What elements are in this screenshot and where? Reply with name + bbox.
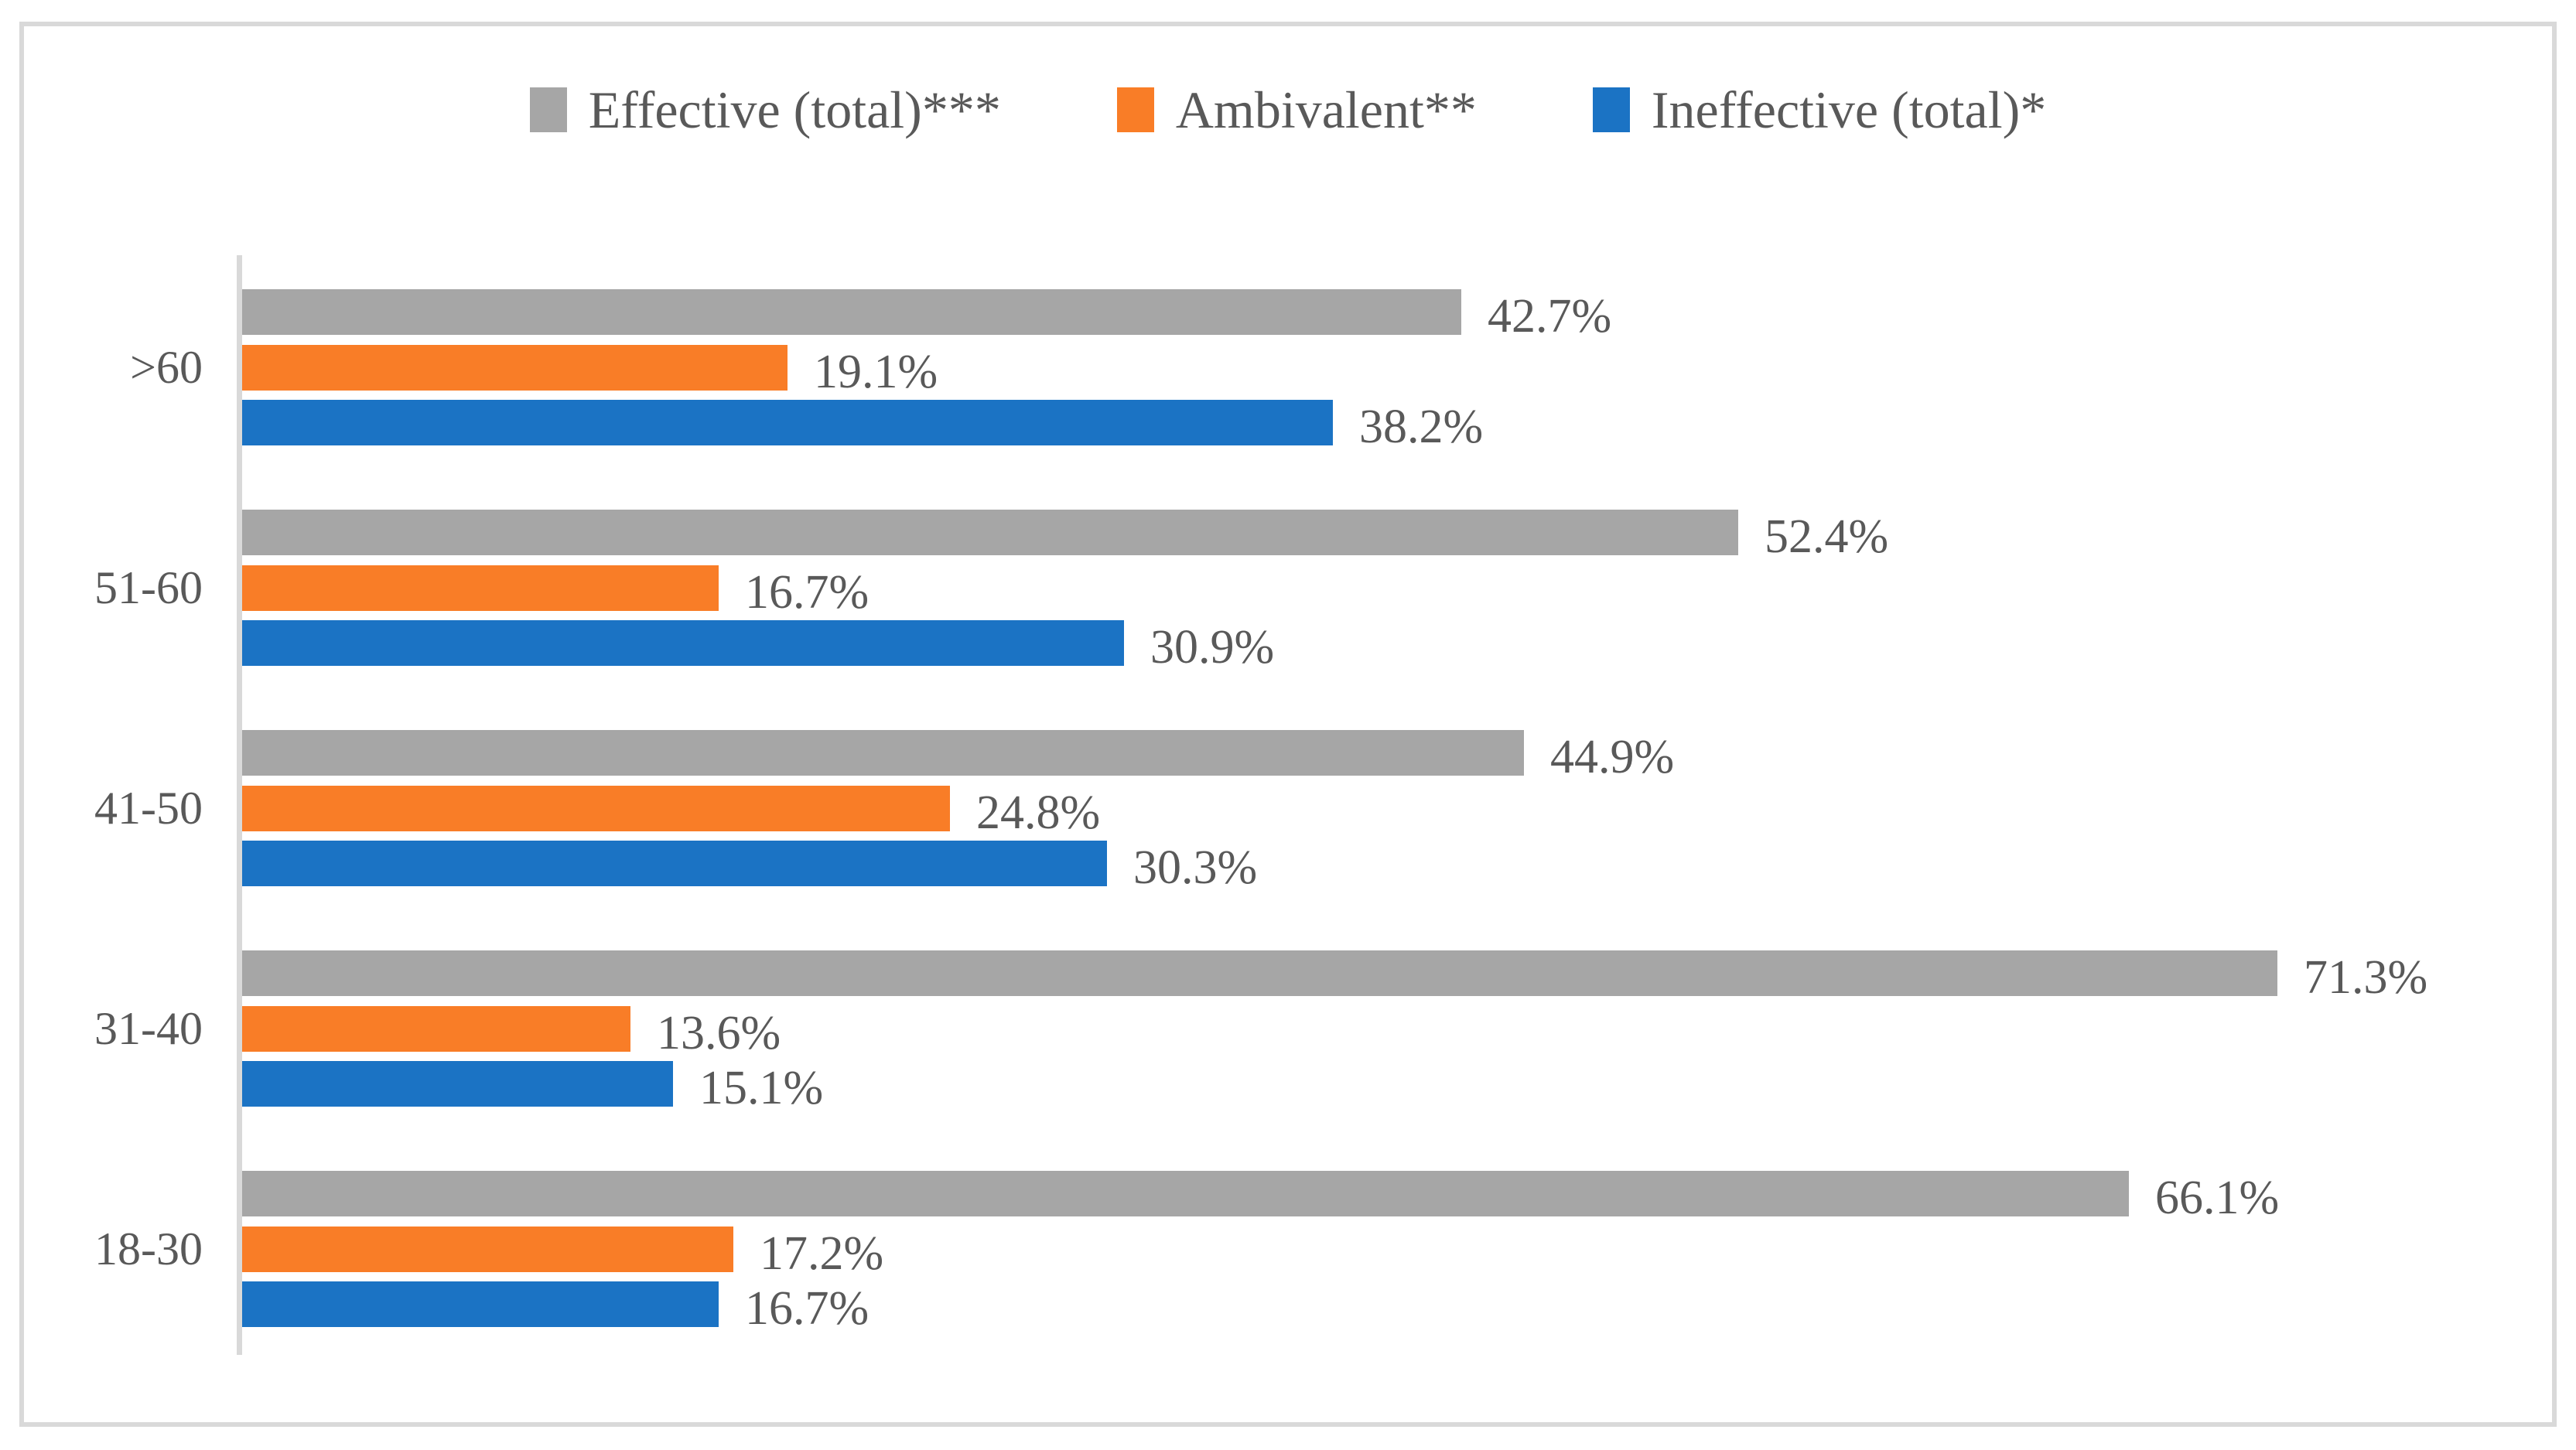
data-label-ambivalent-51-60: 16.7% <box>745 565 869 619</box>
bar-ambivalent-18-30 <box>242 1227 733 1272</box>
category-label-51-60: 51-60 <box>94 562 203 613</box>
data-label-ineffective-total-51-60: 30.9% <box>1150 620 1275 674</box>
bar-effective-total-18-30 <box>242 1171 2129 1216</box>
bar-ineffective-total-51-60 <box>242 620 1124 666</box>
data-label-effective-total-18-30: 66.1% <box>2155 1171 2280 1224</box>
chart-legend: Effective (total)*** Ambivalent** Ineffect… <box>0 84 2576 136</box>
bar-ineffective-total-18-30 <box>242 1281 719 1327</box>
y-axis-line <box>237 255 242 1355</box>
legend-label: Ambivalent** <box>1175 80 1477 139</box>
data-label-effective-total-51-60: 52.4% <box>1765 510 1889 563</box>
bar-ambivalent-60 <box>242 345 787 391</box>
legend-label: Effective (total)*** <box>588 80 1001 139</box>
category-label-60: >60 <box>130 342 203 393</box>
bar-ambivalent-51-60 <box>242 565 719 611</box>
category-label-18-30: 18-30 <box>94 1223 203 1274</box>
bar-ambivalent-41-50 <box>242 786 950 831</box>
data-label-effective-total-41-50: 44.9% <box>1550 730 1675 783</box>
bar-effective-total-60 <box>242 289 1461 335</box>
bar-ineffective-total-41-50 <box>242 841 1107 886</box>
data-label-effective-total-31-40: 71.3% <box>2304 950 2428 1004</box>
category-label-31-40: 31-40 <box>94 1003 203 1054</box>
bar-ambivalent-31-40 <box>242 1006 630 1052</box>
data-label-ambivalent-18-30: 17.2% <box>760 1227 884 1280</box>
bar-ineffective-total-60 <box>242 400 1333 445</box>
legend-item-effective-total: Effective (total)*** <box>529 80 1001 139</box>
legend-item-ambivalent: Ambivalent** <box>1116 80 1477 139</box>
data-label-ineffective-total-31-40: 15.1% <box>699 1061 824 1114</box>
category-label-41-50: 41-50 <box>94 783 203 834</box>
data-label-ambivalent-60: 19.1% <box>814 345 938 398</box>
bar-effective-total-51-60 <box>242 510 1738 555</box>
data-label-ambivalent-41-50: 24.8% <box>976 786 1101 839</box>
legend-item-ineffective-total: Ineffective (total)* <box>1592 80 2047 139</box>
data-label-ineffective-total-41-50: 30.3% <box>1133 841 1258 894</box>
legend-label: Ineffective (total)* <box>1651 80 2047 139</box>
data-label-ambivalent-31-40: 13.6% <box>657 1006 781 1059</box>
bar-ineffective-total-31-40 <box>242 1061 673 1107</box>
bar-effective-total-41-50 <box>242 730 1524 776</box>
legend-swatch-icon <box>1592 87 1630 132</box>
data-label-effective-total-60: 42.7% <box>1488 289 1612 343</box>
data-label-ineffective-total-18-30: 16.7% <box>745 1281 869 1335</box>
data-label-ineffective-total-60: 38.2% <box>1359 400 1484 453</box>
legend-swatch-icon <box>1116 87 1154 132</box>
legend-swatch-icon <box>529 87 567 132</box>
bar-effective-total-31-40 <box>242 950 2277 996</box>
